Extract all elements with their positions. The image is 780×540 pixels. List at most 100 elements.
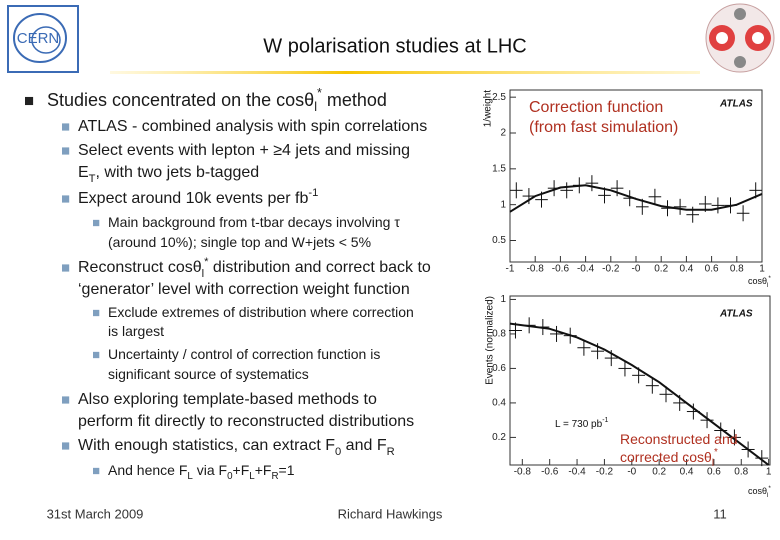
atlas-label: ATLAS bbox=[719, 99, 753, 110]
text-run: (around 10%); single top and W+jets < 5% bbox=[108, 234, 371, 250]
x-tick-label: 0.6 bbox=[707, 467, 721, 478]
data-point bbox=[699, 195, 712, 212]
title-underline bbox=[110, 71, 700, 74]
data-point bbox=[598, 187, 611, 204]
x-axis-label: cosθl* bbox=[748, 275, 771, 289]
bullet-text: With enough statistics, can extract F0 a… bbox=[78, 437, 395, 458]
data-point bbox=[623, 190, 636, 207]
footer-page: 11 bbox=[713, 506, 727, 521]
data-point bbox=[604, 350, 618, 367]
bullet-marker bbox=[93, 467, 100, 475]
text-run: +F bbox=[233, 462, 250, 478]
data-point bbox=[560, 182, 573, 199]
text-run: via F bbox=[193, 462, 227, 478]
y-axis-label: Events (normalized) bbox=[485, 296, 496, 385]
x-tick-label: 0.4 bbox=[680, 467, 694, 478]
text-run: Also exploring template-based methods to bbox=[78, 391, 377, 408]
bullet-list: Studies concentrated on the cosθl* metho… bbox=[25, 86, 431, 482]
text-run: Reconstruct cosθ bbox=[78, 259, 202, 276]
data-point bbox=[508, 322, 522, 339]
y-tick-label: 1.5 bbox=[492, 163, 506, 174]
data-point bbox=[714, 422, 728, 439]
text-run: E bbox=[78, 164, 89, 181]
x-tick-label: -0.4 bbox=[568, 467, 586, 478]
x-tick-label: -0.2 bbox=[602, 264, 620, 275]
text-run: Reconstructed and bbox=[620, 431, 738, 447]
bullet-text: is largest bbox=[108, 323, 164, 339]
subscript: l bbox=[712, 458, 714, 469]
text-run: is largest bbox=[108, 323, 164, 339]
x-tick-label: 0.2 bbox=[654, 264, 668, 275]
text-run: cosθ bbox=[748, 486, 767, 496]
cern-logo: CERN bbox=[7, 5, 79, 73]
bullet-marker bbox=[93, 219, 100, 227]
x-tick-label: 1 bbox=[766, 467, 772, 478]
text-run: , with two jets b-tagged bbox=[96, 164, 260, 181]
data-point bbox=[573, 177, 586, 194]
y-tick-label: 0.8 bbox=[492, 329, 506, 340]
text-run: and F bbox=[341, 437, 387, 454]
y-tick-label: 0.5 bbox=[492, 235, 506, 246]
plot: 0.5 1 1.5 2 2.5 -1 -0.8 -0.6 -0.4 -0.2 -0 0.2 0.4 0.6… bbox=[483, 89, 771, 289]
bullet-marker bbox=[62, 442, 70, 450]
x-tick-label: -0 bbox=[627, 467, 636, 478]
text-run: Uncertainty / control of correction func… bbox=[108, 346, 380, 362]
superscript: * bbox=[204, 256, 209, 268]
superscript: -1 bbox=[602, 417, 608, 424]
bullet-marker bbox=[62, 147, 70, 155]
text-run: Main background from t-tbar decays invol… bbox=[108, 214, 400, 230]
bullet-text: Exclude extremes of distribution where c… bbox=[108, 304, 414, 320]
data-point bbox=[610, 180, 624, 197]
text-run: Select events with lepton + ≥4 jets and … bbox=[78, 142, 410, 159]
luminosity: L = 730 pb-1 bbox=[555, 417, 609, 429]
bullet-text: Studies concentrated on the cosθl* metho… bbox=[47, 86, 387, 114]
subscript: l bbox=[767, 492, 768, 499]
bullet-text: Reconstruct cosθl* distribution and corr… bbox=[78, 256, 431, 280]
plot: 0.2 0.4 0.6 0.8 1 -0.8 -0.6 -0.4 -0.2 -0 0.2 0.4 0.6… bbox=[485, 294, 772, 499]
text-run: Correction function bbox=[529, 99, 663, 116]
fit-curve bbox=[509, 322, 770, 466]
superscript: * bbox=[768, 485, 771, 492]
superscript: -1 bbox=[308, 187, 318, 199]
data-point bbox=[659, 386, 673, 403]
bullet-text: Main background from t-tbar decays invol… bbox=[108, 214, 400, 230]
footer-date: 31st March 2009 bbox=[47, 506, 144, 521]
y-tick-label: 2 bbox=[500, 128, 506, 139]
bullet-text: ‘generator’ level with correction weight… bbox=[78, 281, 410, 298]
data-point bbox=[535, 191, 548, 208]
x-axis-label: cosθl* bbox=[748, 485, 771, 499]
text-run: +F bbox=[255, 462, 272, 478]
bullet-marker bbox=[62, 396, 70, 404]
data-point bbox=[648, 188, 662, 205]
text-run: Expect around 10k events per fb bbox=[78, 190, 308, 207]
bullet-marker bbox=[93, 309, 100, 317]
bullet-text: And hence FL via F0+FL+FR=1 bbox=[108, 462, 295, 482]
data-point bbox=[563, 327, 577, 344]
data-point bbox=[510, 182, 523, 199]
data-point bbox=[700, 412, 714, 429]
bullet-text: (around 10%); single top and W+jets < 5% bbox=[108, 234, 371, 250]
data-point bbox=[736, 205, 750, 222]
data-point bbox=[645, 377, 659, 394]
subscript: 0 bbox=[227, 471, 233, 482]
plots: 0.5 1 1.5 2 2.5 -1 -0.8 -0.6 -0.4 -0.2 -0 0.2 0.4 0.6… bbox=[483, 89, 772, 499]
y-tick-label: 1 bbox=[500, 199, 506, 210]
text-run: perform fit directly to reconstructed di… bbox=[78, 413, 414, 430]
bullet-text: Uncertainty / control of correction func… bbox=[108, 346, 380, 362]
data-point bbox=[550, 325, 564, 342]
superscript: * bbox=[317, 86, 322, 100]
text-run: ‘generator’ level with correction weight… bbox=[78, 281, 410, 298]
text-run: Exclude extremes of distribution where c… bbox=[108, 304, 414, 320]
text-run: (from fast simulation) bbox=[529, 119, 678, 136]
data-point bbox=[755, 450, 769, 467]
plot-frame bbox=[509, 295, 771, 466]
bullet-marker bbox=[25, 96, 34, 106]
data-point bbox=[591, 343, 605, 360]
bullet-text: Select events with lepton + ≥4 jets and … bbox=[78, 142, 410, 159]
y-axis-label: 1/weight bbox=[483, 90, 494, 127]
subscript: 0 bbox=[335, 446, 341, 458]
y-tick-label: 0.2 bbox=[492, 432, 506, 443]
bullet-text: ET, with two jets b-tagged bbox=[78, 164, 259, 185]
x-tick-label: 0.2 bbox=[652, 467, 666, 478]
